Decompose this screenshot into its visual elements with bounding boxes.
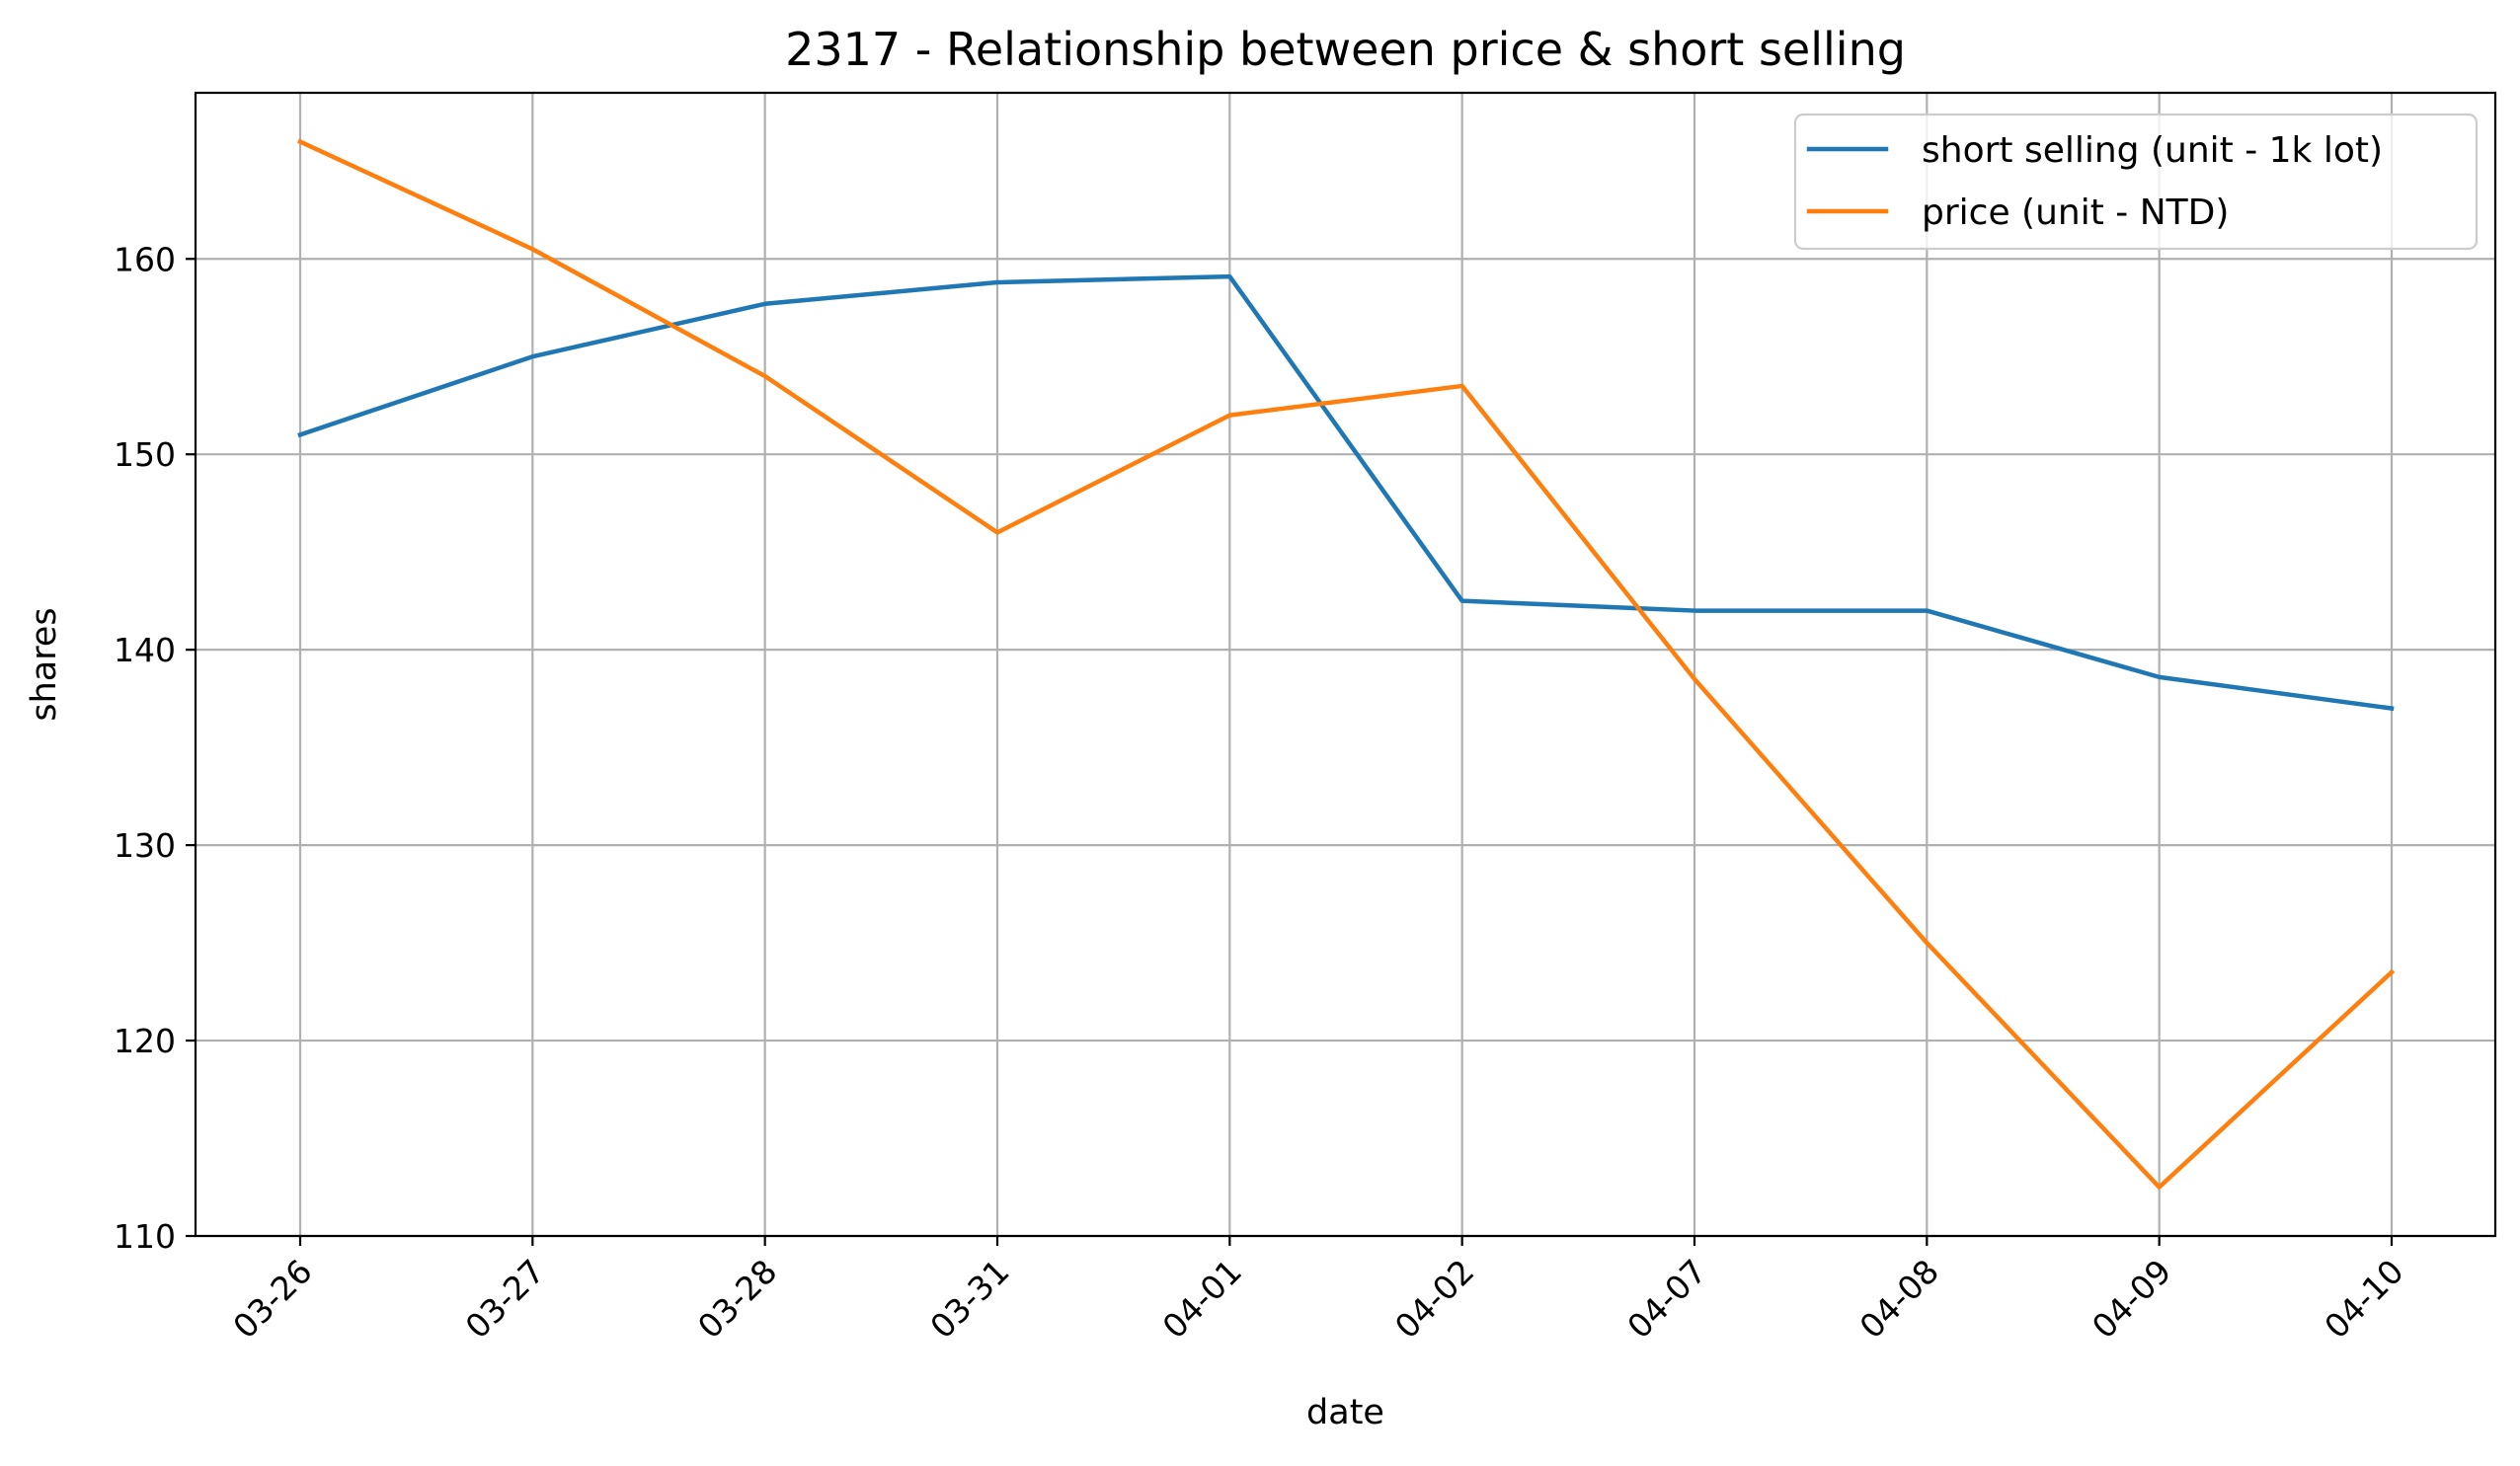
data-point <box>994 279 1000 285</box>
x-axis-label: date <box>1306 1393 1384 1432</box>
data-point <box>2157 674 2163 680</box>
y-axis-ticks: 110 120 130 140 150 160 <box>114 240 196 1256</box>
data-point <box>2389 706 2395 712</box>
legend-box <box>1793 113 2479 251</box>
data-point <box>1924 608 1929 614</box>
data-point <box>1692 676 1697 682</box>
data-point <box>1226 273 1232 279</box>
data-point <box>1692 608 1697 614</box>
data-point <box>994 529 1000 535</box>
y-tick-label: 160 <box>114 240 176 278</box>
y-tick-label: 150 <box>114 435 176 474</box>
legend-label-short-selling: short selling (unit - 1k lot) <box>1922 130 2383 171</box>
chart-title: 2317 - Relationship between price & shor… <box>785 23 1906 76</box>
series-line-price <box>297 138 2396 1190</box>
y-tick-label: 110 <box>114 1217 176 1256</box>
legend: short selling (unit - 1k lot) price (uni… <box>1793 113 2479 251</box>
plot-frame <box>194 91 2497 1238</box>
data-point <box>1226 413 1232 419</box>
data-point <box>2157 1185 2163 1191</box>
data-point <box>1459 598 1465 604</box>
data-point <box>297 431 303 437</box>
y-tick-label: 140 <box>114 631 176 669</box>
data-point <box>297 138 303 144</box>
legend-label-price: price (unit - NTD) <box>1922 193 2229 233</box>
data-point <box>529 353 535 359</box>
y-axis-label: shares <box>25 607 64 721</box>
series-line-short-selling <box>297 273 2395 712</box>
series-lines <box>297 138 2396 1191</box>
data-point <box>762 373 768 379</box>
y-tick-label: 120 <box>114 1022 176 1060</box>
data-point <box>529 246 535 252</box>
data-point <box>762 301 768 307</box>
data-point <box>2389 969 2395 975</box>
data-point <box>1924 940 1929 946</box>
y-tick-label: 130 <box>114 826 176 865</box>
data-point <box>1459 383 1465 389</box>
